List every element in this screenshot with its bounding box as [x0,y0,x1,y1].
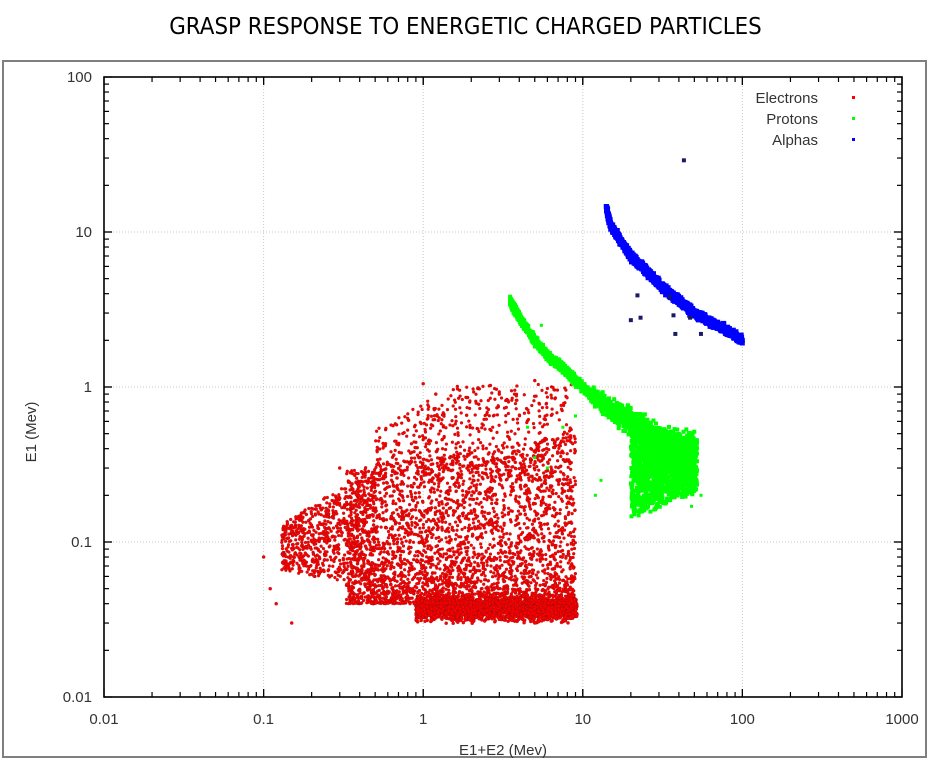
legend-marker-alphas [852,138,855,141]
legend-label-alphas: Alphas [772,132,818,149]
legend-marker-protons [852,117,855,120]
x-axis-label: E1+E2 (Mev) [459,742,547,759]
y-tick-label: 100 [67,69,92,86]
x-tick-label: 1 [419,711,427,728]
y-tick-label: 0.1 [71,534,92,551]
axes [103,76,903,698]
legend-marker-electrons [852,96,855,99]
tick-labels: 0.01 0.1 1 10 100 1000 0.01 0.1 1 10 100 [63,69,919,728]
series-protons [508,294,703,519]
alpha-outlier [698,331,703,336]
alpha-outlier [688,315,693,320]
x-tick-label: 0.1 [253,711,274,728]
x-tick-label: 10 [574,711,591,728]
y-axis-label: E1 (Mev) [23,402,40,463]
alpha-outlier [671,313,676,318]
series-alphas [603,158,745,346]
data-points [261,158,745,626]
legend-label-protons: Protons [766,111,818,128]
chart-frame [2,60,927,758]
alpha-outlier [638,315,643,320]
x-tick-label: 100 [730,711,755,728]
legend: Electrons Protons Alphas [755,90,855,149]
alpha-outlier [681,158,686,163]
y-tick-label: 0.01 [63,689,92,706]
plot-border [103,76,903,698]
alpha-outlier [635,293,640,298]
alpha-outlier [673,331,678,336]
chart-title: GRASP RESPONSE TO ENERGETIC CHARGED PART… [169,14,762,40]
alpha-outlier [667,295,672,300]
alpha-outlier [628,318,633,323]
legend-label-electrons: Electrons [755,90,818,107]
x-tick-label: 1000 [885,711,918,728]
legend-markers [852,96,855,141]
series-electrons [261,378,579,626]
x-tick-label: 0.01 [89,711,118,728]
y-tick-label: 1 [84,379,92,396]
y-tick-label: 10 [75,224,92,241]
